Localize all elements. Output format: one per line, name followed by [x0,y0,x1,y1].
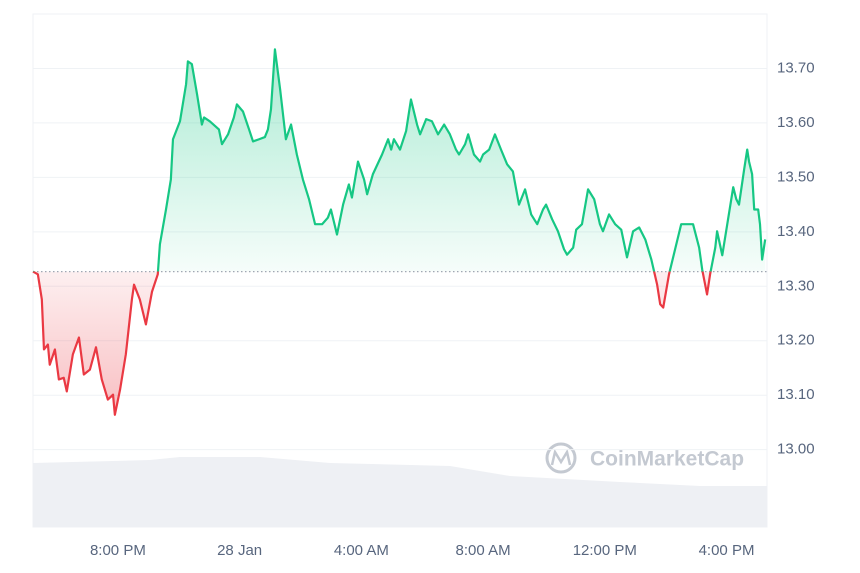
y-tick-label: 13.10 [777,386,815,403]
x-tick-label: 12:00 PM [573,542,637,559]
price-area [33,49,766,415]
x-tick-label: 4:00 AM [334,542,389,559]
y-tick-label: 13.60 [777,114,815,131]
watermark: CoinMarketCap [545,442,744,474]
y-tick-label: 13.00 [777,441,815,458]
x-tick-label: 8:00 AM [456,542,511,559]
y-tick-label: 13.30 [777,277,815,294]
y-tick-label: 13.20 [777,332,815,349]
y-tick-label: 13.50 [777,168,815,185]
volume-area [33,457,767,527]
y-tick-label: 13.40 [777,223,815,240]
x-tick-label: 4:00 PM [699,542,755,559]
watermark-text: CoinMarketCap [590,448,744,471]
y-tick-label: 13.70 [777,59,815,76]
x-tick-label: 8:00 PM [90,542,146,559]
x-tick-label: 28 Jan [217,542,262,559]
price-line [32,48,767,416]
